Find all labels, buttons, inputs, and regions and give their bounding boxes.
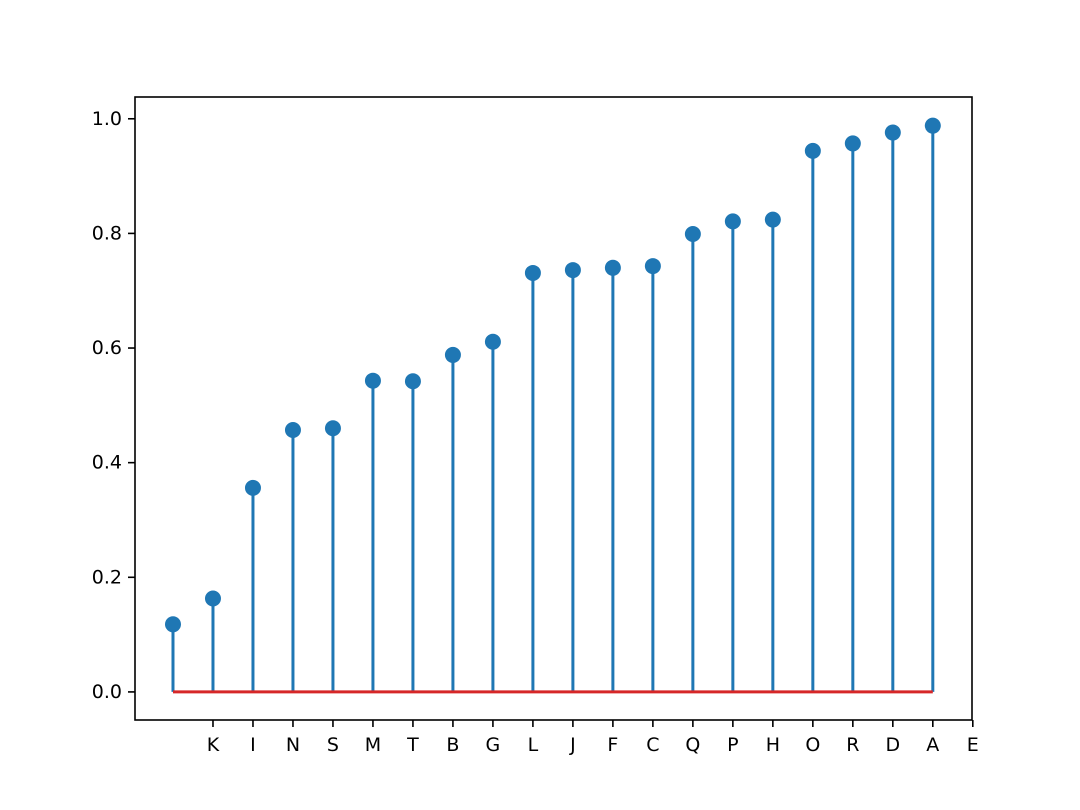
x-tick-label: P	[727, 734, 738, 756]
stem-marker	[484, 333, 501, 350]
x-tick-label: Q	[685, 734, 700, 756]
stem-marker	[404, 373, 421, 390]
x-tick-label: T	[406, 734, 419, 756]
stem-marker	[884, 124, 901, 141]
stem-marker	[844, 135, 861, 152]
stem-marker	[804, 142, 821, 159]
x-tick-label: D	[885, 734, 900, 756]
y-tick-label: 0.0	[92, 681, 122, 703]
stem-marker	[564, 262, 581, 279]
x-tick-label: M	[365, 734, 381, 756]
x-tick-label: A	[926, 734, 939, 756]
x-tick-label: C	[646, 734, 659, 756]
stem-marker	[244, 479, 261, 496]
x-tick-label: N	[286, 734, 300, 756]
y-tick-label: 0.2	[92, 566, 122, 588]
stem-marker	[204, 590, 221, 607]
x-tick-label: I	[250, 734, 256, 756]
x-tick-label: B	[446, 734, 459, 756]
stem-marker	[284, 421, 301, 438]
x-tick-label: J	[569, 734, 576, 756]
stem-marker	[364, 372, 381, 389]
y-tick-label: 0.4	[92, 452, 122, 474]
stem-marker	[324, 420, 341, 437]
x-tick-label: H	[766, 734, 780, 756]
stem-marker	[444, 346, 461, 363]
stem-marker	[684, 225, 701, 242]
x-tick-label: G	[486, 734, 501, 756]
stem-marker	[764, 211, 781, 228]
plot-area	[135, 97, 972, 720]
x-tick-label: F	[607, 734, 618, 756]
stem-marker	[924, 117, 941, 134]
stem-marker	[604, 259, 621, 276]
x-tick-label: R	[846, 734, 859, 756]
y-tick-label: 0.8	[92, 222, 122, 244]
stem-marker	[644, 258, 661, 275]
stem-marker	[164, 616, 181, 633]
x-tick-label: E	[967, 734, 979, 756]
x-tick-label: S	[327, 734, 339, 756]
x-tick-label: O	[805, 734, 820, 756]
x-tick-label: L	[528, 734, 539, 756]
axes-spines	[134, 96, 973, 721]
y-tick-label: 0.6	[92, 337, 122, 359]
stem-marker	[724, 213, 741, 230]
stem-marker	[524, 264, 541, 281]
x-tick-label: K	[207, 734, 220, 756]
y-tick-label: 1.0	[92, 108, 122, 130]
